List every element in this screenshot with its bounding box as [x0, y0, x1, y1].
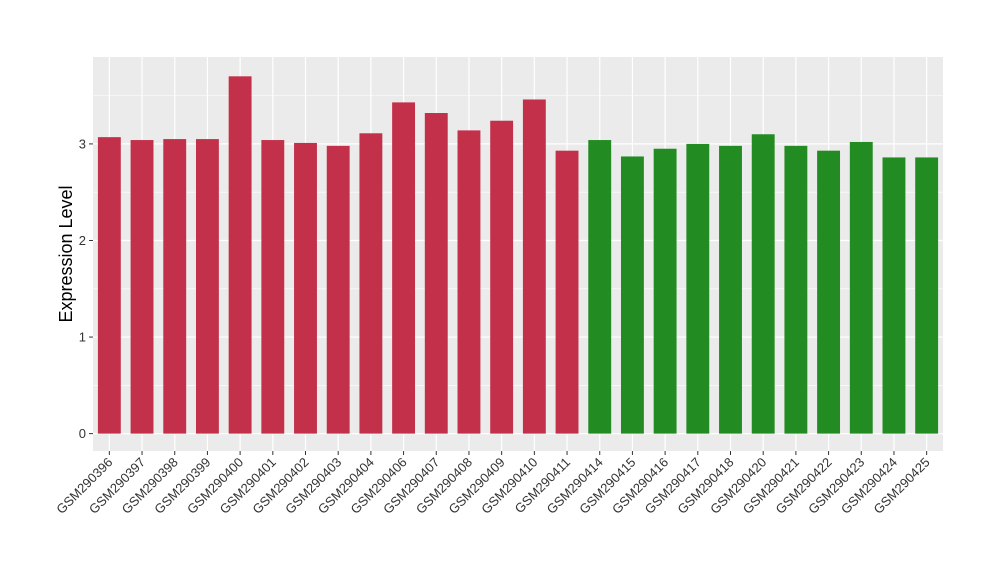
bar	[751, 134, 775, 434]
bar	[719, 145, 742, 434]
y-tick-label: 0	[79, 426, 86, 441]
bar	[228, 76, 252, 434]
bar	[97, 137, 121, 434]
bar	[195, 139, 219, 434]
bar	[424, 113, 448, 434]
bar	[392, 102, 416, 434]
bar	[588, 140, 612, 434]
bar	[163, 139, 187, 434]
y-tick-label: 3	[79, 136, 86, 151]
bar	[294, 142, 317, 434]
bars	[97, 76, 939, 434]
bar	[457, 130, 481, 434]
bar	[522, 99, 546, 434]
x-axis: GSM290396GSM290397GSM290398GSM290399GSM2…	[53, 451, 933, 517]
bar	[359, 133, 383, 434]
bar	[130, 140, 154, 434]
bar	[784, 145, 808, 434]
bar	[817, 150, 841, 434]
y-tick-label: 2	[79, 233, 86, 248]
bar	[555, 150, 579, 434]
bar	[686, 143, 710, 434]
bar	[490, 120, 514, 434]
y-axis-label: Expression Level	[56, 185, 76, 322]
y-axis: 0 1 2 3	[79, 136, 93, 441]
bar	[915, 157, 939, 434]
bar	[326, 145, 350, 434]
bar	[849, 141, 873, 434]
bar	[882, 157, 906, 434]
plot-panel	[93, 57, 943, 451]
bar	[620, 156, 644, 434]
bar	[653, 148, 677, 434]
y-tick-label: 1	[79, 330, 86, 345]
bar	[261, 140, 285, 434]
